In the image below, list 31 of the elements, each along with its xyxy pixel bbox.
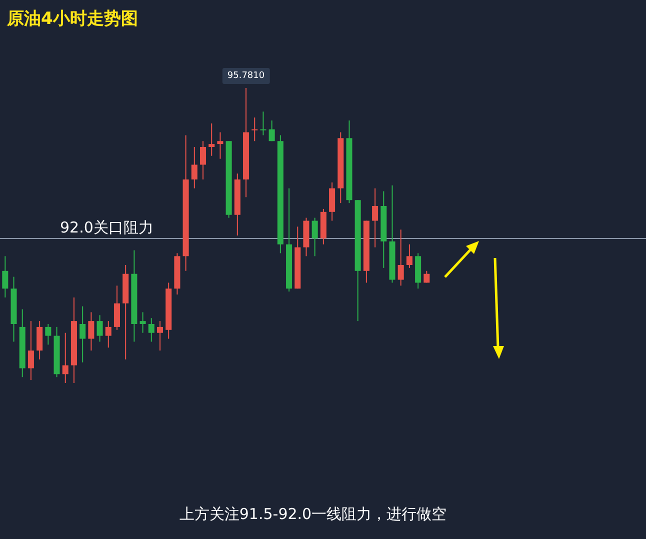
chart-title: 原油4小时走势图 (6, 9, 138, 29)
candlestick (2, 256, 8, 298)
candlestick (372, 188, 378, 248)
text: 上方关注91.5-92.0一线阻力，进行做空 (179, 505, 447, 523)
annotation: 95.7810 (222, 68, 270, 84)
candlestick (140, 312, 146, 334)
candlestick (252, 117, 258, 142)
candlestick (114, 285, 120, 330)
candlestick (329, 182, 336, 222)
candlestick (398, 229, 404, 286)
candlestick (156, 320, 164, 352)
candlestick (96, 314, 103, 342)
candlestick (260, 111, 266, 136)
candlestick (191, 146, 198, 189)
candlestick (208, 122, 215, 156)
ref-line: 92.0关口阻力 (0, 218, 646, 239)
candlestick (62, 332, 68, 384)
candlestick (148, 318, 154, 342)
candlestick (36, 320, 43, 360)
candlestick (406, 244, 412, 268)
candlestick (312, 217, 318, 257)
candlestick (105, 320, 112, 348)
candlestick (88, 312, 94, 352)
candlestick (268, 120, 275, 142)
candlestick (80, 306, 86, 363)
ref-line-label: 92.0关口阻力 (60, 218, 154, 236)
candlestick (200, 140, 206, 180)
candlestick (217, 132, 224, 160)
candlestick (45, 324, 52, 346)
annotation: 95.7810 (227, 71, 265, 81)
candlestick (28, 320, 34, 381)
